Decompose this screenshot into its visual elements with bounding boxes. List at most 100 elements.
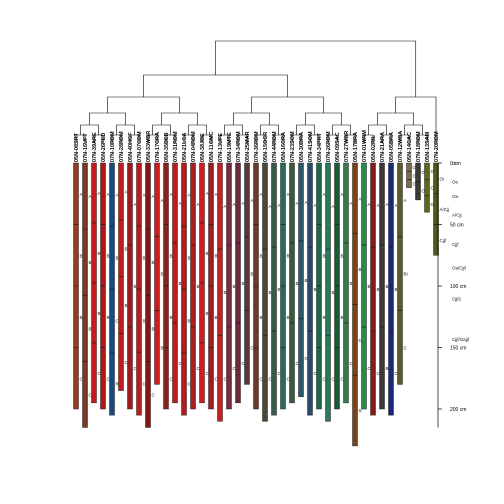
profile-id-label: 07N-31RDM xyxy=(173,131,179,162)
horizon-label: Bt xyxy=(188,256,193,261)
horizon-label: C xyxy=(206,371,210,376)
profile-bar xyxy=(406,162,412,188)
profile-id-label: 05N-33WBR xyxy=(146,131,152,162)
horizon-label: C xyxy=(251,346,255,351)
dendrogram-link xyxy=(377,112,414,125)
profile-bar xyxy=(343,162,349,404)
horizon-label: Bt xyxy=(260,253,265,258)
profile-05N-35DEB: A B Bt C 05N-35DEB xyxy=(163,132,175,410)
horizon-label: C xyxy=(323,376,327,381)
horizon-label: C xyxy=(341,376,345,381)
horizon-label: A xyxy=(305,200,308,205)
profile-id-label: 05N-16CRA xyxy=(281,132,287,162)
profile-07N-12WBA: A Bt C 07N-12WBA xyxy=(397,131,409,385)
horizon-label: Bt xyxy=(152,326,157,331)
horizon-annotation: A/Cjj xyxy=(452,213,462,218)
profile-07N-20RDM: Oi A/Cjj Cjjf 07N-20RDM xyxy=(433,131,450,256)
horizon-label: Bt xyxy=(314,287,319,292)
horizon-annotation: Cjjf2 xyxy=(452,296,461,301)
dendrogram-link xyxy=(161,112,198,125)
profile-bar xyxy=(271,162,277,416)
profile-07N-34RDM: ABk2C07N-34RDM xyxy=(235,131,250,404)
profile-bar xyxy=(307,162,313,416)
horizon-label: B xyxy=(152,260,155,265)
horizon-label: Bt xyxy=(296,281,301,286)
horizon-label: C xyxy=(395,371,399,376)
profile-bar xyxy=(244,162,250,385)
profile-id-label: 05N-11GMC xyxy=(209,131,215,162)
horizon-label: Bt xyxy=(125,246,130,251)
horizon-label: A xyxy=(368,202,371,207)
profile-id-label: 05N-15OCR xyxy=(263,132,269,162)
horizon-label: A xyxy=(116,193,119,198)
profile-id-label: 05N-19MTE xyxy=(227,132,233,162)
dendrogram-link xyxy=(143,74,288,97)
profile-07N-41SOM: A Bt C 07N-41SOM xyxy=(307,131,319,416)
horizon-label: C xyxy=(296,361,300,366)
profile-id-label: 07N-26RDM xyxy=(326,131,332,162)
profile-07N-44RDM: A Bt C 07N-44RDM xyxy=(271,131,283,416)
profile-id-label: 07N-21ARA xyxy=(380,132,386,162)
depth-tick-label: 100 cm xyxy=(450,284,466,290)
profile-id-label: 05N-17BRA xyxy=(353,132,359,162)
profile-bar xyxy=(361,162,367,410)
profile-id-label: 05N-26PED xyxy=(101,133,107,162)
depth-tick-label: 150 cm xyxy=(450,346,466,352)
horizon-label: A xyxy=(359,196,362,201)
horizon-label: Bt xyxy=(161,272,166,277)
horizon-label: C xyxy=(332,376,336,381)
horizon-label: A xyxy=(260,192,263,197)
horizon-label: C xyxy=(233,366,237,371)
profile-id-label: 07N-39ARE xyxy=(92,132,98,162)
profile-id-label: 07N-44RDM xyxy=(272,131,278,162)
horizon-label: Bt xyxy=(278,287,283,292)
profile-05N-19MTE: A Bt C 05N-19MTE xyxy=(226,132,238,410)
horizon-label: Bt xyxy=(251,272,256,277)
horizon-label: Bt xyxy=(116,256,121,261)
horizon-label: Bt xyxy=(341,253,346,258)
horizon-label: Oi xyxy=(440,176,445,181)
profile-05N-11GMC: ABtBCC05N-11GMC xyxy=(208,131,222,410)
horizon-label: C xyxy=(359,338,363,343)
horizon-label: Oi xyxy=(413,165,418,170)
profile-05N-17BRA: A Bt C R 05N-17BRA xyxy=(352,132,364,447)
horizon-label: A xyxy=(98,191,101,196)
horizon-label: C xyxy=(350,361,354,366)
horizon-label: Cjjf xyxy=(440,238,447,243)
horizon-label: A xyxy=(269,204,272,209)
horizon-label: A xyxy=(224,204,227,209)
horizon-label: R xyxy=(116,382,120,387)
profile-id-label: 07N-34RDM xyxy=(236,131,242,162)
dendrogram-link xyxy=(89,112,126,125)
profile-id-label: 07N-13UFE xyxy=(218,133,224,162)
horizon-annotation: Oa/Cjjf xyxy=(452,266,467,271)
horizon-label: Bt xyxy=(215,253,220,258)
profile-bar xyxy=(172,162,178,404)
horizon-label: C xyxy=(404,346,408,351)
horizon-label: Bt xyxy=(179,281,184,286)
profile-id-label: 05N-25MAR xyxy=(245,131,251,162)
profile-id-label: 07N-01WRM xyxy=(362,130,368,162)
depth-tick-label: 50 cm xyxy=(450,223,464,229)
horizon-label: A xyxy=(161,198,164,203)
dendrogram-link xyxy=(305,112,342,125)
profile-05N-02RIL: A Bt C 05N-02RIL xyxy=(370,134,382,416)
horizon-label: A xyxy=(332,204,335,209)
horizon-label: A xyxy=(341,192,344,197)
horizon-label: C xyxy=(287,376,291,381)
horizon-label: Bt xyxy=(134,284,139,289)
profile-bar xyxy=(226,162,232,410)
horizon-label: A xyxy=(296,201,299,206)
profile-id-label: 05N-02RIL xyxy=(371,134,377,162)
profile-bar xyxy=(217,162,223,422)
depth-axis: 0 cm 50 cm 100 cm 150 cm 200 cm xyxy=(437,161,466,428)
horizon-label: A xyxy=(278,203,281,208)
horizon-label: C xyxy=(116,319,120,324)
horizon-label: A/Cjj xyxy=(440,207,450,212)
profile-07N-31RDM: A Bt C 07N-31RDM xyxy=(172,131,184,404)
profile-id-label: 05N-40HGF xyxy=(128,132,134,162)
profile-id-label: 05N-30DRA xyxy=(299,132,305,162)
horizon-label: C xyxy=(314,371,318,376)
